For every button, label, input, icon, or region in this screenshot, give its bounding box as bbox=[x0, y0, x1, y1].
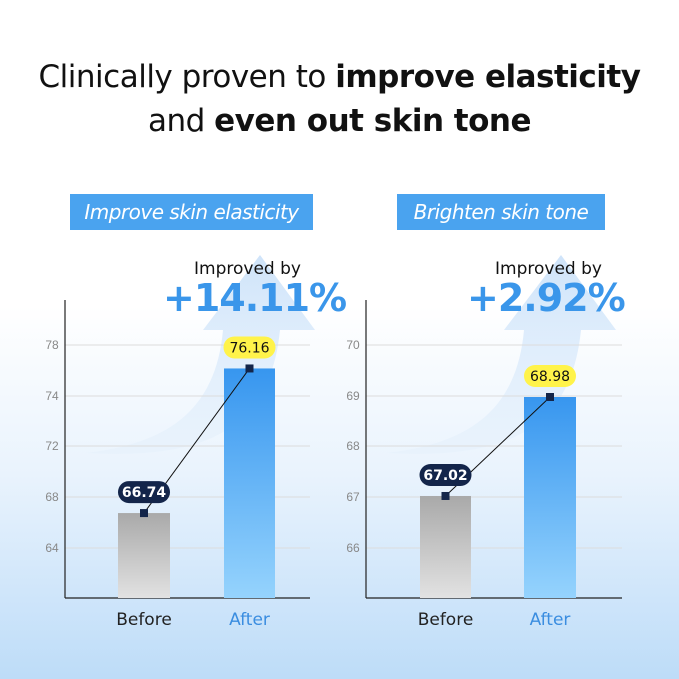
value-label-bg bbox=[419, 463, 472, 486]
data-point-marker bbox=[245, 364, 254, 373]
bar-after bbox=[524, 397, 576, 598]
y-tick-label: 72 bbox=[45, 439, 59, 453]
data-point-marker bbox=[546, 393, 554, 401]
y-tick-label: 74 bbox=[45, 389, 59, 403]
y-tick-label: 67 bbox=[346, 490, 360, 504]
value-label: 76.16 bbox=[229, 340, 269, 356]
y-tick-label: 68 bbox=[346, 439, 360, 453]
title-text: Clinically proven to bbox=[38, 59, 336, 95]
chart-title-skin-tone: Brighten skin tone bbox=[397, 194, 605, 230]
title-text: and bbox=[147, 103, 215, 139]
improved-value: +2.92% bbox=[467, 276, 626, 320]
chart-0: 64 68 72 74 78 Before After 66.74 76.16 bbox=[45, 255, 315, 630]
bar-before bbox=[118, 513, 170, 598]
value-label-bg bbox=[118, 481, 170, 504]
value-label: 66.74 bbox=[122, 485, 167, 501]
title-bold: improve elasticity bbox=[335, 59, 641, 95]
y-tick-label: 66 bbox=[346, 541, 360, 555]
page-title: Clinically proven to improve elasticity … bbox=[0, 55, 679, 143]
bar-after bbox=[224, 368, 275, 598]
data-point-marker bbox=[140, 509, 148, 518]
y-tick-label: 78 bbox=[45, 338, 59, 352]
value-label-bg bbox=[524, 365, 576, 387]
y-tick-label: 64 bbox=[45, 541, 59, 555]
bar-before bbox=[420, 495, 471, 598]
data-point-marker bbox=[441, 491, 450, 500]
value-label-bg bbox=[223, 336, 276, 359]
improved-label: Improved by bbox=[495, 259, 602, 279]
arrow-icon bbox=[85, 255, 315, 454]
improved-label: Improved by bbox=[194, 259, 301, 279]
chart-1: 66 67 68 69 70 Before After 67.02 68.98 bbox=[346, 255, 622, 630]
x-tick-label: After bbox=[530, 610, 571, 630]
y-tick-label: 69 bbox=[346, 389, 360, 403]
improved-value: +14.11% bbox=[163, 276, 347, 320]
value-label: 67.02 bbox=[423, 468, 467, 484]
arrow-icon bbox=[386, 255, 616, 454]
y-tick-label: 70 bbox=[346, 338, 360, 352]
value-label: 68.98 bbox=[530, 369, 570, 385]
x-tick-label: Before bbox=[418, 610, 474, 630]
x-tick-label: Before bbox=[116, 610, 172, 630]
title-bold: even out skin tone bbox=[214, 103, 532, 139]
x-tick-label: After bbox=[229, 610, 270, 630]
chart-title-elasticity: Improve skin elasticity bbox=[70, 194, 313, 230]
y-tick-label: 68 bbox=[45, 490, 59, 504]
